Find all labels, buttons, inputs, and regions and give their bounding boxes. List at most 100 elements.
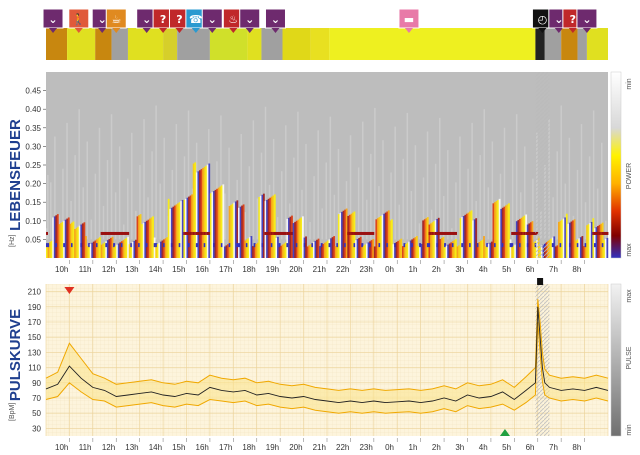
heatmap-cell <box>127 236 129 258</box>
heatmap-streak <box>378 186 380 240</box>
heatmap-cell <box>94 240 97 258</box>
heatmap-cell <box>494 243 497 248</box>
heatmap-cell <box>456 246 459 258</box>
heatmap-cell <box>356 231 359 235</box>
heatmap-cell <box>205 231 208 235</box>
heatmap-cell <box>258 196 261 258</box>
heatmap-streak <box>329 116 332 240</box>
x-tick-label: 22h <box>336 265 349 274</box>
heatmap-streak <box>511 160 514 240</box>
heatmap-cell <box>515 221 518 258</box>
heatmap-cell <box>525 214 528 258</box>
heatmap-cell <box>322 243 325 258</box>
heatmap-cell <box>598 224 601 258</box>
heatmap-cell <box>584 244 587 258</box>
heatmap-cell <box>455 231 458 235</box>
colorbar-max-label: max <box>626 289 633 303</box>
heatmap-cell <box>434 220 437 258</box>
heatmap-cell <box>526 231 529 235</box>
heatmap-cell <box>529 222 532 258</box>
heatmap-cell <box>195 172 198 258</box>
heatmap-cell <box>486 244 489 258</box>
heatmap-cell <box>136 216 139 258</box>
heatmap-cell <box>311 243 314 248</box>
heatmap-cell <box>186 231 189 235</box>
heatmap-cell <box>579 237 582 258</box>
heatmap-cell <box>565 213 568 258</box>
x-tick-label: 11h <box>79 265 92 274</box>
heatmap-cell <box>373 246 376 258</box>
heatmap-cell <box>327 240 329 258</box>
low-marker-icon <box>499 429 510 436</box>
chevron-down-icon-glyph: ⌄ <box>48 13 57 26</box>
heatmap-cell <box>223 246 226 258</box>
heatmap-cell <box>381 214 384 258</box>
meal-icon-pointer <box>112 28 121 33</box>
heatmap-cell <box>46 231 48 235</box>
x-tick-label: 13h <box>125 443 138 452</box>
heatmap-cell <box>270 243 273 248</box>
heatmap-cell <box>184 198 187 258</box>
heatmap-cell <box>568 243 571 248</box>
heatmap-cell <box>419 243 422 248</box>
heatmap-cell <box>197 231 200 235</box>
heatmap-cell <box>217 187 220 258</box>
heatmap-streak <box>70 200 72 240</box>
heatmap-cell <box>113 231 116 235</box>
heatmap-cell <box>455 239 457 258</box>
x-tick-label: 7h <box>549 443 558 452</box>
chevron-down-icon: ⌄ <box>136 8 158 33</box>
question-icon-pointer <box>568 28 577 33</box>
heatmap-cell <box>181 199 184 258</box>
heatmap-cell <box>412 238 415 258</box>
heatmap-cell <box>473 219 476 258</box>
heatmap-cell <box>47 243 50 258</box>
heatmap-cell <box>437 217 440 258</box>
x-tick-label: 5h <box>502 443 511 452</box>
event-marker-icon <box>537 278 544 285</box>
chevron-down-icon: ⌄ <box>201 8 223 33</box>
heatmap-cell <box>211 192 214 258</box>
heatmap-cell <box>587 224 590 258</box>
heatmap-cell <box>61 221 64 258</box>
heatmap-cell <box>70 222 73 258</box>
heatmap-streak <box>240 134 242 240</box>
heatmap-cell <box>52 217 55 258</box>
heatmap-cell <box>344 209 346 258</box>
pulse-y-ticks: 30 50 70 90 110 130 150 170 190 210 <box>28 288 42 434</box>
heatmap-streak <box>443 196 445 240</box>
heatmap-cell <box>442 231 445 235</box>
chevron-down-icon-pointer <box>554 28 563 33</box>
heatmap-cell <box>192 163 195 258</box>
heatmap-cell <box>600 223 602 258</box>
x-tick-label: 8h <box>572 265 581 274</box>
heatmap-cell <box>195 243 198 248</box>
heatmap-streak <box>285 125 287 240</box>
heatmap-cell <box>525 231 528 235</box>
heatmap-cell <box>469 211 471 258</box>
heatmap-cell <box>573 219 576 258</box>
heatmap-cell <box>437 231 440 235</box>
heatmap-cell <box>287 231 290 235</box>
heatmap-cell <box>198 170 201 258</box>
heatmap-cell <box>572 220 574 258</box>
y-tick-label: 70 <box>32 394 41 403</box>
chevron-down-icon-glyph: ⌄ <box>554 13 563 26</box>
heatmap-cell <box>403 243 406 248</box>
heatmap-cell <box>533 231 536 235</box>
heatmap-cell <box>147 219 150 258</box>
heatmap-cell <box>95 239 98 258</box>
heatmap-cell <box>216 188 218 258</box>
heatmap-cell <box>238 207 240 258</box>
heatmap-cell <box>128 244 131 258</box>
heatmap-cell <box>487 243 490 258</box>
heatmap-streak <box>248 166 251 240</box>
heatmap-cell <box>266 231 269 235</box>
heatmap-cell <box>576 243 579 248</box>
pulse-mean-line <box>45 306 609 404</box>
heatmap-cell <box>362 231 365 235</box>
y-tick-label: 0.30 <box>25 142 41 151</box>
heatmap-cell <box>289 231 292 235</box>
heatmap-cell <box>122 240 125 258</box>
heatmap-cell <box>478 242 481 258</box>
